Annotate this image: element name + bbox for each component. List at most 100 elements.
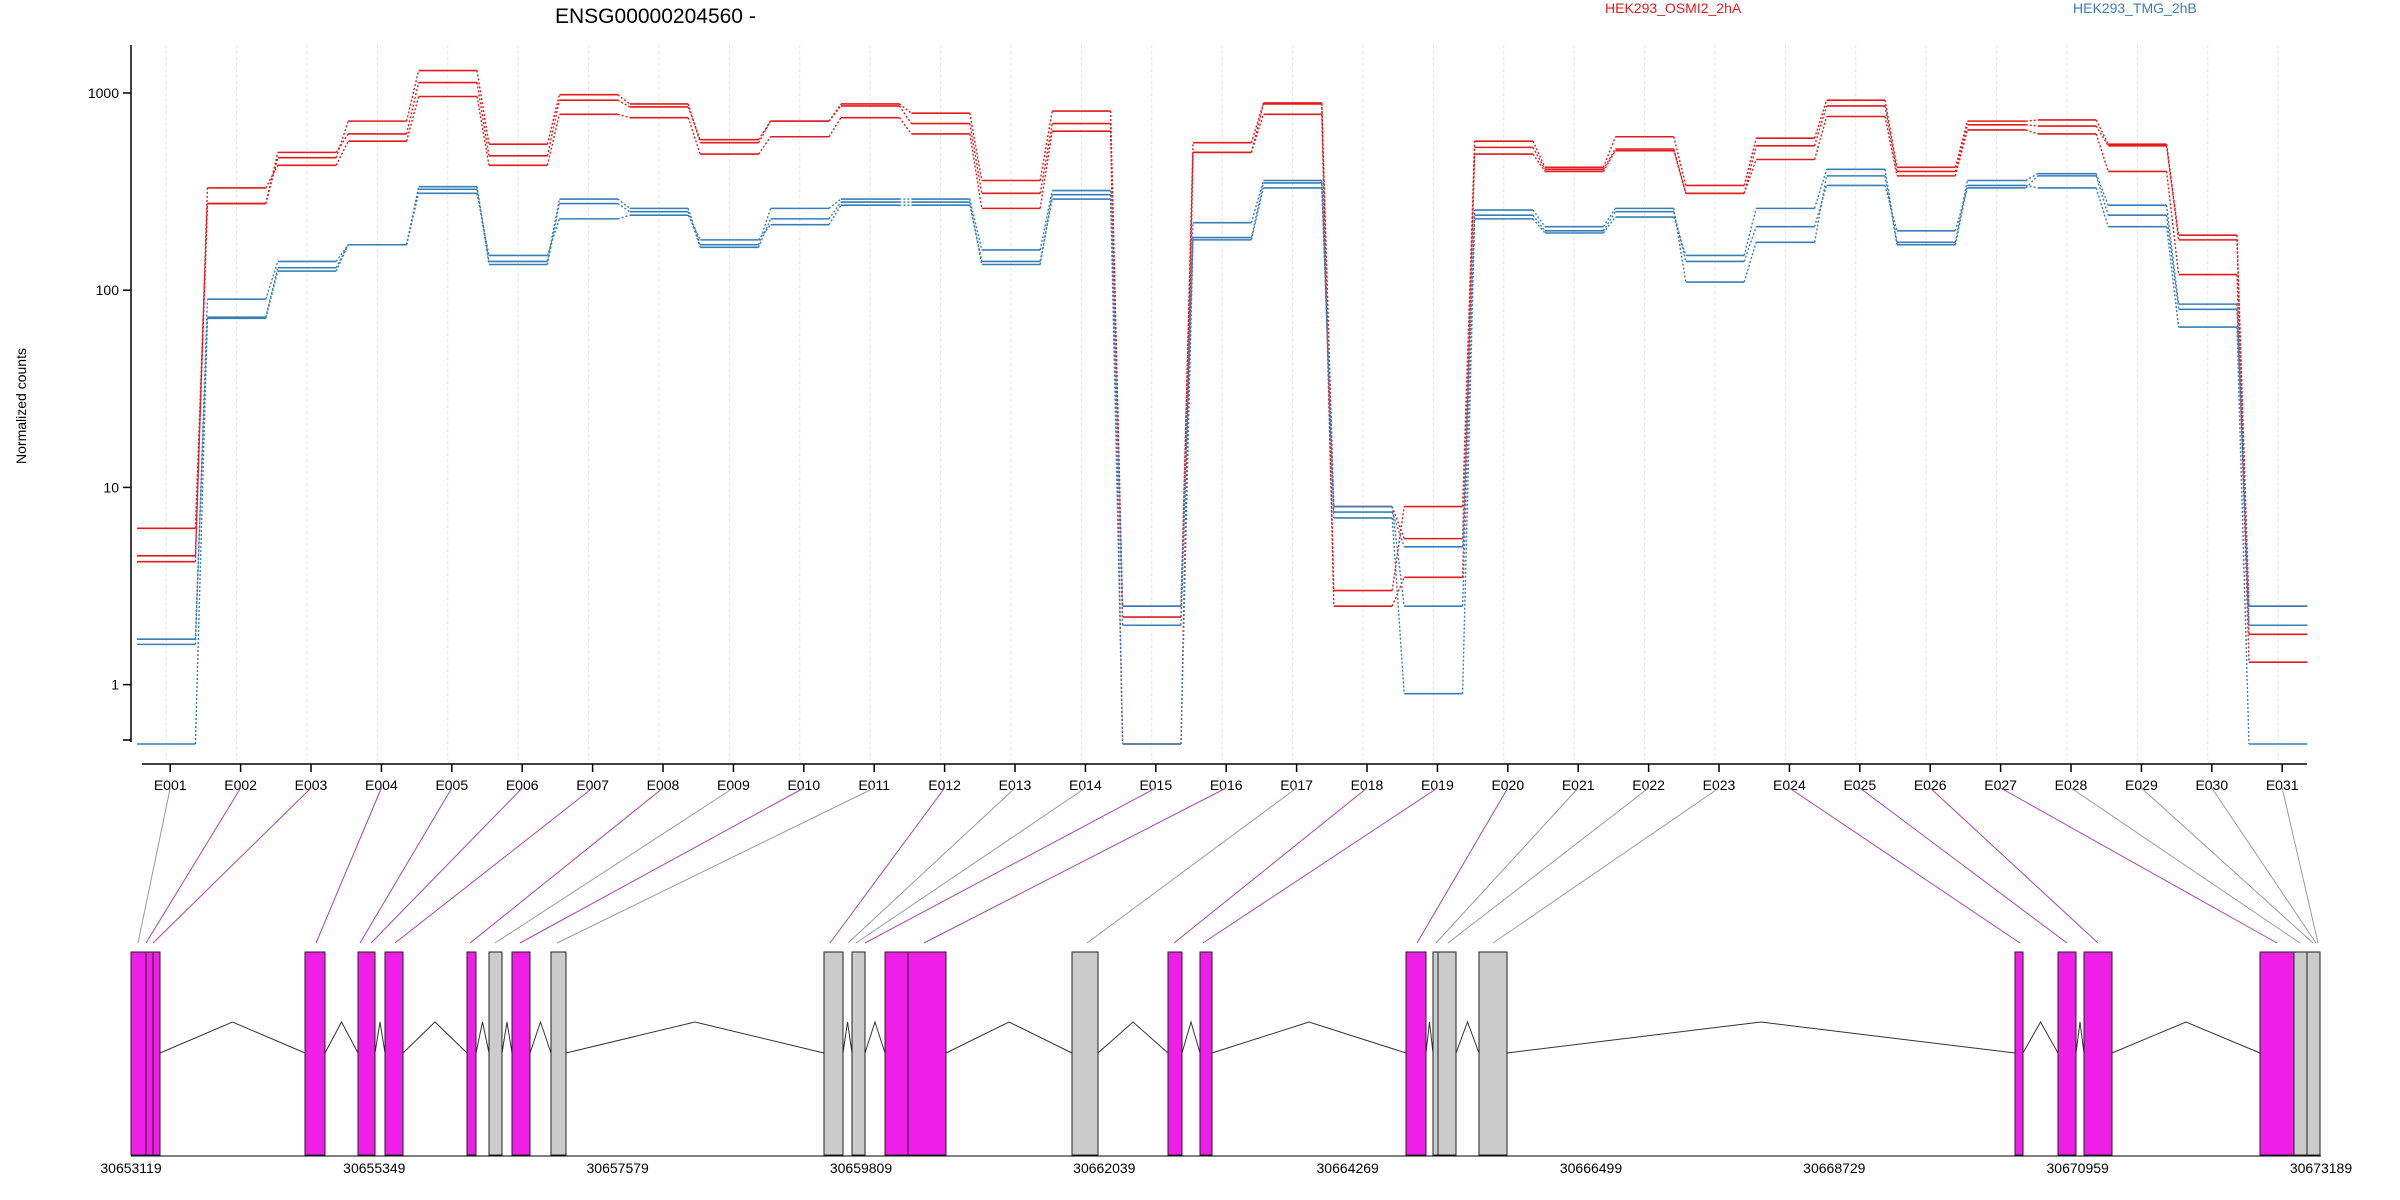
series-connector: [1321, 103, 1335, 507]
series-connector: [969, 201, 983, 265]
series-connector: [265, 157, 279, 204]
series-connector: [476, 82, 490, 156]
series-connector: [2236, 327, 2250, 745]
series-connector: [617, 113, 630, 119]
series-connector: [2095, 125, 2109, 147]
series-connector: [2095, 133, 2109, 172]
coordinate-label: 30668729: [1803, 1160, 1866, 1176]
series-connector: [2095, 175, 2109, 216]
series-connector: [1321, 182, 1335, 513]
series-connector: [1673, 208, 1687, 283]
series-connector: [1884, 105, 1898, 172]
series-connector: [1250, 180, 1265, 223]
series-connector: [476, 186, 490, 262]
series-connector: [898, 117, 912, 135]
exon: [1071, 951, 1099, 1156]
exon-connector: [2070, 787, 2301, 944]
x-tick-label: E029: [2125, 777, 2158, 793]
series-connector: [1743, 145, 1757, 194]
series-connector: [265, 270, 279, 319]
genomic-coordinate-axis: 30653119 30655349 30657579 30659809 30662039…: [100, 1155, 2352, 1176]
series-connector: [1884, 169, 1898, 243]
exon-connector: [2141, 787, 2314, 944]
series-connector: [1532, 153, 1546, 172]
series-connector: [1673, 136, 1687, 186]
exon: [823, 951, 844, 1156]
exon-connector: [2281, 787, 2319, 944]
coordinate-label: 30653119: [100, 1160, 161, 1176]
series-connector: [617, 94, 631, 105]
exon-significant: [907, 951, 947, 1156]
coordinate-label: 30666499: [1560, 1160, 1623, 1176]
exon-connector: [829, 787, 946, 944]
exon-connector: [1173, 787, 1368, 944]
series-connector: [828, 204, 842, 226]
exon-connector: [556, 787, 875, 944]
exon-significant: [384, 951, 404, 1156]
series-connector: [1532, 209, 1546, 228]
x-tick-label: E027: [1984, 777, 2017, 793]
x-tick-label: E008: [647, 777, 680, 793]
series-connector: [1391, 517, 1405, 694]
exon-connector: [1447, 787, 1649, 944]
series-connector: [1250, 182, 1265, 238]
x-tick-label: E006: [506, 777, 539, 793]
series-connector: [1039, 198, 1053, 262]
series-connector: [1391, 577, 1405, 607]
series-connector: [265, 152, 279, 204]
exon-connector: [1929, 787, 2099, 944]
x-tick-label: E026: [1914, 777, 1947, 793]
y-tick-label: 10: [103, 479, 119, 495]
series-connector: [1461, 218, 1476, 694]
intron-line: [1097, 1021, 1169, 1054]
exon: [2306, 951, 2321, 1156]
y-axis-label: Normalized counts: [13, 348, 29, 464]
exon-connector: [137, 787, 171, 944]
y-tick-label: 100: [96, 282, 120, 298]
exon: [2293, 951, 2308, 1156]
exon: [488, 951, 503, 1156]
series-connector: [1884, 116, 1898, 177]
x-tick-label: E024: [1773, 777, 1806, 793]
x-tick-label: E010: [787, 777, 820, 793]
x-tick-label: E001: [154, 777, 187, 793]
series-connector: [1602, 136, 1617, 168]
series-connector: [1532, 214, 1546, 232]
series-connector: [1180, 152, 1194, 745]
exon-significant: [884, 951, 909, 1156]
series-connector: [405, 189, 420, 245]
exon-significant: [357, 951, 376, 1156]
series-connector: [1602, 207, 1616, 228]
intron-line: [475, 1021, 490, 1054]
exon: [851, 951, 866, 1156]
series-connector: [546, 198, 561, 262]
x-tick-label: E004: [365, 777, 398, 793]
series-connector: [546, 99, 561, 157]
series-connector: [758, 136, 772, 155]
series-connector: [2025, 184, 2038, 189]
series-connector: [546, 203, 561, 265]
exon-significant: [145, 951, 154, 1156]
series-line: [137, 81, 2308, 636]
series-connector: [335, 244, 349, 262]
series-connector: [1461, 154, 1476, 578]
series-connector: [1039, 110, 1053, 181]
series-connector: [405, 96, 420, 142]
series-connector: [335, 140, 349, 166]
intron-line: [159, 1021, 306, 1054]
series-connector: [2165, 226, 2180, 328]
x-tick-label: E009: [717, 777, 750, 793]
series-connector: [617, 198, 631, 209]
series-connector: [1743, 159, 1757, 194]
series-connector: [265, 267, 279, 318]
exon-significant: [130, 951, 147, 1156]
intron-line: [864, 1020, 886, 1054]
exon-connector: [1086, 787, 1297, 944]
series-connector: [335, 133, 349, 153]
series-connector: [1954, 187, 1969, 232]
series-connector: [1884, 100, 1898, 168]
exon-connector: [370, 787, 523, 944]
intron-line: [529, 1020, 552, 1054]
vertical-gridlines: [165, 45, 2279, 760]
